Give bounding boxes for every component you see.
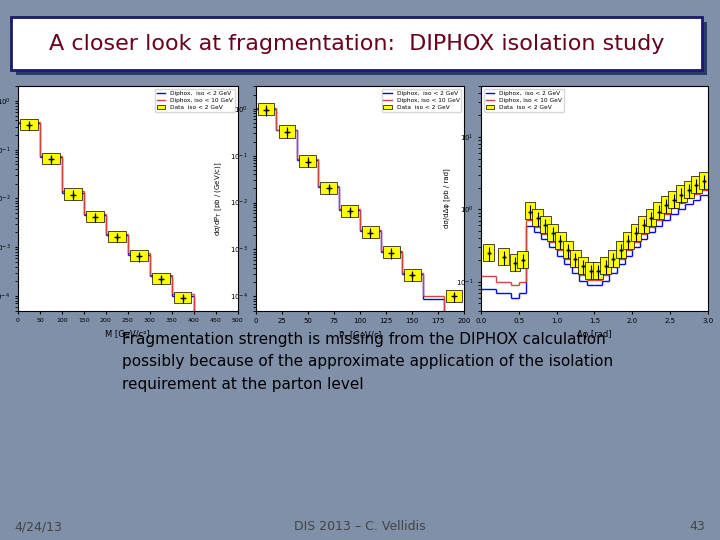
Y-axis label: dσ/dP$_T$ [pb / (GeV/c)]: dσ/dP$_T$ [pb / (GeV/c)] xyxy=(214,161,225,235)
Bar xyxy=(555,232,566,249)
Bar xyxy=(653,202,664,219)
Bar xyxy=(152,273,169,285)
Bar xyxy=(547,224,558,241)
Bar xyxy=(64,188,81,200)
Bar xyxy=(570,249,581,267)
Text: 43: 43 xyxy=(690,520,706,533)
Bar xyxy=(676,186,687,202)
X-axis label: P$_T$ [GeV/c]: P$_T$ [GeV/c] xyxy=(338,330,382,342)
Bar xyxy=(174,292,192,303)
Bar xyxy=(638,216,649,233)
Bar xyxy=(623,232,634,249)
Bar xyxy=(483,244,494,261)
Bar xyxy=(362,226,379,238)
Bar xyxy=(668,191,679,208)
Bar xyxy=(446,289,462,302)
Legend: Diphox,  iso < 2 GeV, Diphox, iso < 10 GeV, Data  iso < 2 GeV: Diphox, iso < 2 GeV, Diphox, iso < 10 Ge… xyxy=(382,89,462,112)
Bar xyxy=(279,125,295,138)
Bar xyxy=(616,241,626,258)
Text: DIS 2013 – C. Vellidis: DIS 2013 – C. Vellidis xyxy=(294,520,426,533)
Bar xyxy=(11,17,702,70)
Bar xyxy=(631,224,642,241)
Bar xyxy=(320,181,337,194)
Text: Fragmentation strength is missing from the DIPHOX calculation
possibly because o: Fragmentation strength is missing from t… xyxy=(122,332,613,392)
Bar xyxy=(16,22,707,75)
Bar xyxy=(562,241,573,258)
Bar xyxy=(404,268,420,281)
Bar xyxy=(593,262,603,279)
Bar xyxy=(86,211,104,222)
Bar xyxy=(698,172,709,189)
Bar xyxy=(525,202,536,219)
Bar xyxy=(510,254,521,271)
Bar xyxy=(540,216,551,233)
Bar xyxy=(646,209,657,226)
Bar xyxy=(608,249,618,267)
Bar xyxy=(517,251,528,268)
Bar xyxy=(532,209,543,226)
Y-axis label: dσ/dΔφ [pb / rad]: dσ/dΔφ [pb / rad] xyxy=(444,168,450,228)
Text: A closer look at fragmentation:  DIPHOX isolation study: A closer look at fragmentation: DIPHOX i… xyxy=(49,33,664,54)
Bar xyxy=(130,250,148,261)
Bar xyxy=(196,323,213,335)
Bar xyxy=(341,205,358,217)
Bar xyxy=(498,248,509,265)
Bar xyxy=(585,262,596,279)
Bar xyxy=(691,176,702,193)
Bar xyxy=(577,257,588,274)
Legend: Diphox,  iso < 2 GeV, Diphox, iso < 10 GeV, Data  iso < 2 GeV: Diphox, iso < 2 GeV, Diphox, iso < 10 Ge… xyxy=(155,89,235,112)
Text: 4/24/13: 4/24/13 xyxy=(14,520,62,533)
Bar xyxy=(108,231,125,242)
Bar xyxy=(661,196,672,213)
Bar xyxy=(683,181,694,198)
Bar xyxy=(383,246,400,259)
Bar xyxy=(42,153,60,164)
Legend: Diphox,  iso < 2 GeV, Diphox, iso < 10 GeV, Data  iso < 2 GeV: Diphox, iso < 2 GeV, Diphox, iso < 10 Ge… xyxy=(484,89,564,112)
X-axis label: M [GeV/c²]: M [GeV/c²] xyxy=(105,329,150,338)
Bar xyxy=(20,119,37,130)
X-axis label: Δφ [rad]: Δφ [rad] xyxy=(577,330,611,339)
Bar xyxy=(600,257,611,274)
Bar xyxy=(300,155,316,167)
Bar xyxy=(258,103,274,116)
